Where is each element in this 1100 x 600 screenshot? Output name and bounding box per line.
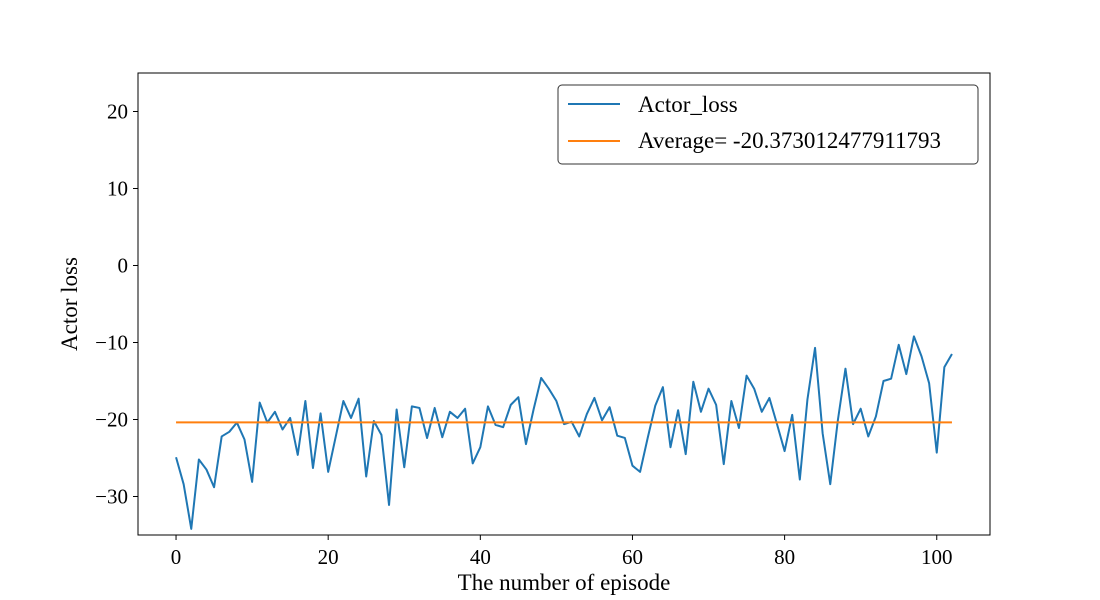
x-tick-label: 60	[622, 545, 643, 569]
y-tick-label: −10	[95, 331, 128, 355]
y-tick-label: −30	[95, 485, 128, 509]
x-tick-label: 20	[318, 545, 339, 569]
x-axis-label: The number of episode	[458, 570, 671, 595]
legend-label-average: Average= -20.373012477911793	[638, 128, 941, 153]
y-tick-label: −20	[95, 408, 128, 432]
y-axis-label: Actor loss	[57, 257, 82, 351]
legend-box	[557, 84, 979, 165]
x-tick-label: 40	[470, 545, 491, 569]
x-axis-ticks: 0 20 40 60 80 100	[171, 535, 953, 569]
legend-label-actor-loss: Actor_loss	[638, 92, 738, 117]
series-layer	[175, 335, 953, 530]
x-tick-label: 100	[921, 545, 953, 569]
y-tick-label: 10	[107, 177, 128, 201]
actor-loss-line	[175, 335, 953, 530]
x-tick-label: 80	[774, 545, 795, 569]
legend: Actor_loss Average= -20.373012477911793	[557, 84, 979, 165]
y-tick-label: 20	[107, 100, 128, 124]
y-axis-ticks: −30 −20 −10 0 10 20	[95, 100, 138, 509]
x-tick-label: 0	[171, 545, 182, 569]
y-tick-label: 0	[118, 254, 129, 278]
